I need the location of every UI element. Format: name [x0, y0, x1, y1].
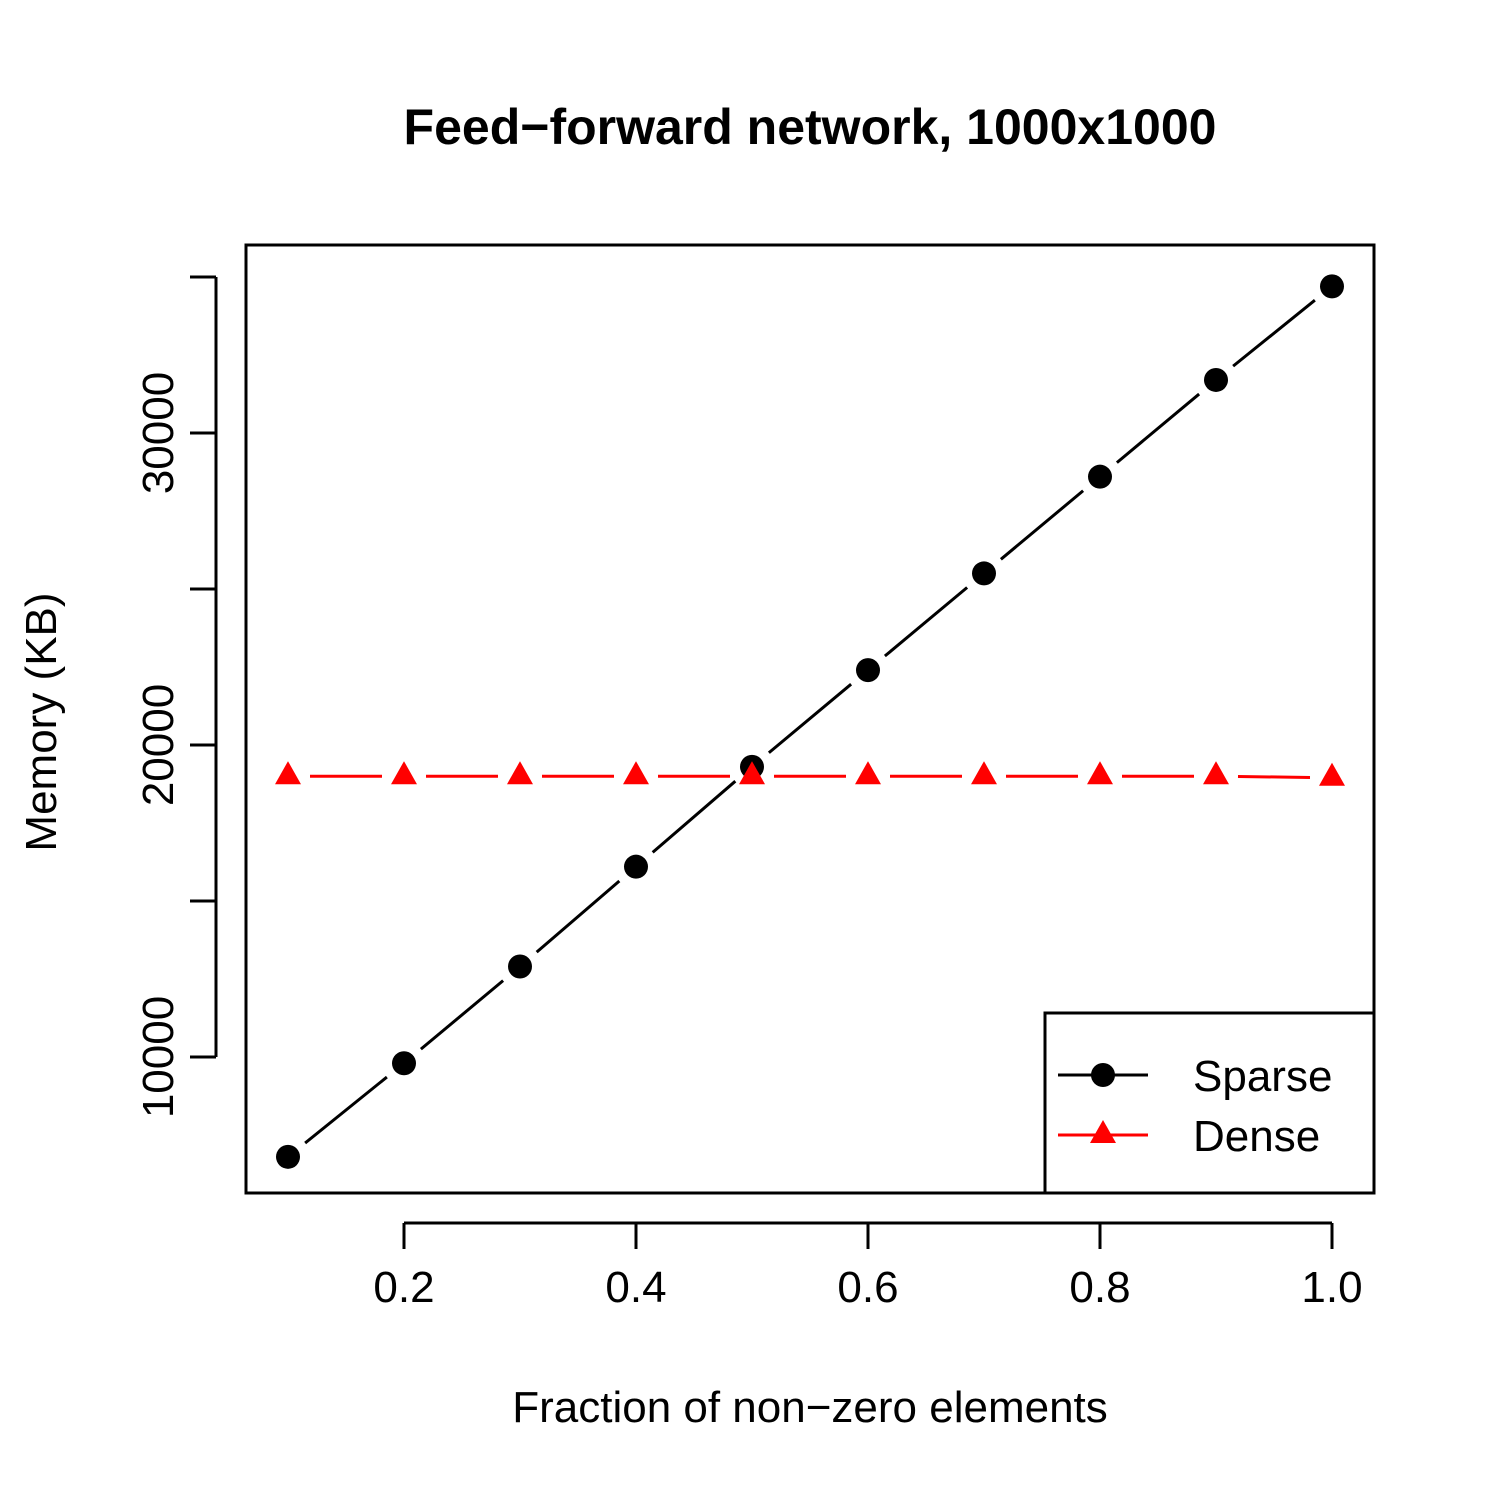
data-point-sparse [1088, 464, 1112, 489]
series-segment [535, 879, 621, 954]
data-point-dense [391, 761, 417, 785]
y-tick-label: 10000 [134, 996, 183, 1118]
data-point-sparse [972, 561, 996, 586]
x-tick-label: 0.6 [837, 1263, 898, 1312]
series-segment [883, 586, 969, 658]
legend-label-sparse: Sparse [1193, 1052, 1332, 1101]
series-segment [1237, 774, 1311, 779]
x-tick-label: 1.0 [1301, 1263, 1362, 1312]
data-point-sparse [624, 854, 648, 879]
data-point-dense [1319, 762, 1345, 786]
chart-title: Feed−forward network, 1000x1000 [404, 99, 1217, 155]
legend-marker-sparse [1091, 1063, 1115, 1087]
data-point-dense [275, 761, 301, 785]
series-dense [275, 761, 1345, 786]
data-point-dense [971, 761, 997, 785]
legend-box [1043, 1011, 1376, 1195]
series-segment [1232, 299, 1316, 368]
series-segment [999, 489, 1085, 561]
data-point-sparse [508, 954, 532, 979]
legend-label-dense: Dense [1193, 1112, 1320, 1161]
series-segment [767, 683, 853, 754]
series-segment [304, 1075, 388, 1145]
data-point-dense [1203, 761, 1229, 785]
series-layer [275, 274, 1345, 1169]
x-tick-label: 0.8 [1069, 1263, 1130, 1312]
data-point-dense [1087, 761, 1113, 785]
data-point-dense [507, 761, 533, 785]
series-segment [1115, 392, 1201, 464]
data-point-sparse [856, 658, 880, 683]
data-point-dense [623, 761, 649, 785]
y-axis: 10000 20000 30000 [134, 275, 218, 1118]
x-axis: 0.2 0.4 0.6 0.8 1.0 [373, 1221, 1363, 1312]
data-point-sparse [392, 1051, 416, 1076]
legend: Sparse Dense [1043, 1011, 1376, 1195]
data-point-dense [739, 761, 765, 785]
y-axis-label: Memory (KB) [17, 592, 66, 851]
x-tick-label: 0.4 [605, 1263, 666, 1312]
plot-frame [244, 243, 1376, 1195]
data-point-sparse [276, 1144, 300, 1169]
series-segment [651, 780, 737, 854]
data-point-dense [855, 761, 881, 785]
x-axis-label: Fraction of non−zero elements [512, 1383, 1108, 1432]
legend-marker-dense [1090, 1120, 1116, 1143]
x-tick-label: 0.2 [373, 1263, 434, 1312]
data-point-sparse [1204, 367, 1228, 392]
series-segment [419, 979, 505, 1051]
series-sparse [276, 274, 1344, 1169]
y-tick-label: 30000 [134, 372, 183, 494]
data-point-sparse [1320, 274, 1344, 299]
y-tick-label: 20000 [134, 684, 183, 806]
